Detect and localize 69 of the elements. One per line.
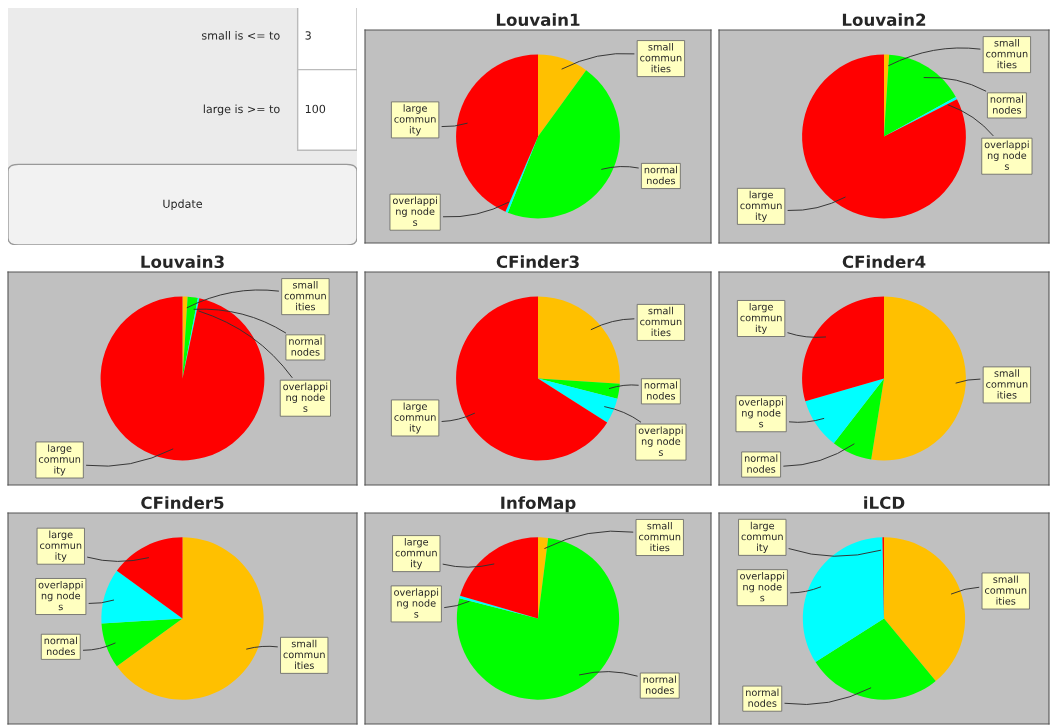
slice-label: small commun ities xyxy=(640,306,682,337)
text: 3 xyxy=(305,31,311,40)
slice-label: small commun ities xyxy=(640,43,682,73)
pie-slice xyxy=(538,54,587,137)
slice-label: large commun ity xyxy=(394,402,436,434)
pie-slice xyxy=(116,537,183,619)
slice-label: normal nodes xyxy=(289,337,322,356)
slice-label: overlappi ng node s xyxy=(394,588,439,618)
pie-slice xyxy=(182,296,188,379)
pie-slice xyxy=(802,296,884,402)
slice-label: large commun ity xyxy=(40,530,82,562)
chart-title: Louvain3 xyxy=(141,255,224,269)
pie-slice xyxy=(507,70,620,219)
text: 100 xyxy=(305,104,326,114)
pie-slice xyxy=(456,296,608,461)
slice-label: large commun ity xyxy=(395,538,437,570)
text: Update xyxy=(163,199,203,211)
slice-label: normal nodes xyxy=(644,165,678,185)
chart-title: Louvain1 xyxy=(496,13,580,27)
pie-slice xyxy=(101,570,183,624)
slice-label: large commun ity xyxy=(740,302,782,335)
chart-title: iLCD xyxy=(864,496,905,510)
pie-slice xyxy=(459,595,538,619)
slice-label: small commun ities xyxy=(638,521,681,552)
pie-slice xyxy=(456,54,538,212)
pie-slice xyxy=(116,537,264,700)
chart-title: Louvain2 xyxy=(842,13,926,27)
pie-slice xyxy=(802,54,966,219)
slice-label: small commun ities xyxy=(986,39,1028,69)
pie-slice xyxy=(456,537,620,700)
slice-label: overlappi ng node s xyxy=(392,196,437,226)
slice-label: normal nodes xyxy=(744,454,778,473)
pie-slice xyxy=(802,537,884,662)
slice-label: normal nodes xyxy=(643,675,676,694)
text: large is >= to xyxy=(203,104,280,116)
slice-label: overlappi ng node s xyxy=(740,572,785,602)
pie-slice xyxy=(538,296,620,384)
slice-label: overlappi ng node s xyxy=(738,398,783,428)
chart-title: InfoMap xyxy=(501,496,576,513)
slice-label: large commun ity xyxy=(38,444,81,476)
pie-slice xyxy=(805,378,884,444)
pie-slice xyxy=(101,618,183,667)
pie-slice xyxy=(833,378,884,460)
slice-label: overlappi ng node s xyxy=(38,580,83,611)
pie-slice xyxy=(871,296,966,461)
slice-label: normal nodes xyxy=(644,381,678,400)
pie-slice xyxy=(460,537,538,619)
slice-label: large commun ity xyxy=(394,104,436,136)
pie-slice xyxy=(538,378,618,423)
pie-slice xyxy=(815,618,936,700)
slice-label: large commun ity xyxy=(741,521,783,553)
slice-label: normal nodes xyxy=(44,636,77,656)
slice-label: normal nodes xyxy=(990,95,1024,114)
slice-label: overlappi ng node s xyxy=(283,382,328,412)
text: small is <= to xyxy=(201,31,280,40)
slice-label: small commun ities xyxy=(283,639,325,670)
pie-slice xyxy=(884,537,966,682)
slice-label: large commun ity xyxy=(740,190,782,222)
slice-label: overlappi ng node s xyxy=(638,426,683,456)
chart-title: CFinder3 xyxy=(496,255,579,269)
pie-slice xyxy=(100,296,265,461)
slice-label: small commun ities xyxy=(284,281,326,311)
pie-slice xyxy=(884,54,956,137)
slice-label: normal nodes xyxy=(746,688,779,707)
slice-label: small commun ities xyxy=(984,575,1027,605)
slice-label: small commun ities xyxy=(986,369,1028,399)
slice-label: overlappi ng node s xyxy=(984,140,1029,170)
chart-title: CFinder4 xyxy=(842,255,926,269)
chart-title: CFinder5 xyxy=(141,496,224,510)
